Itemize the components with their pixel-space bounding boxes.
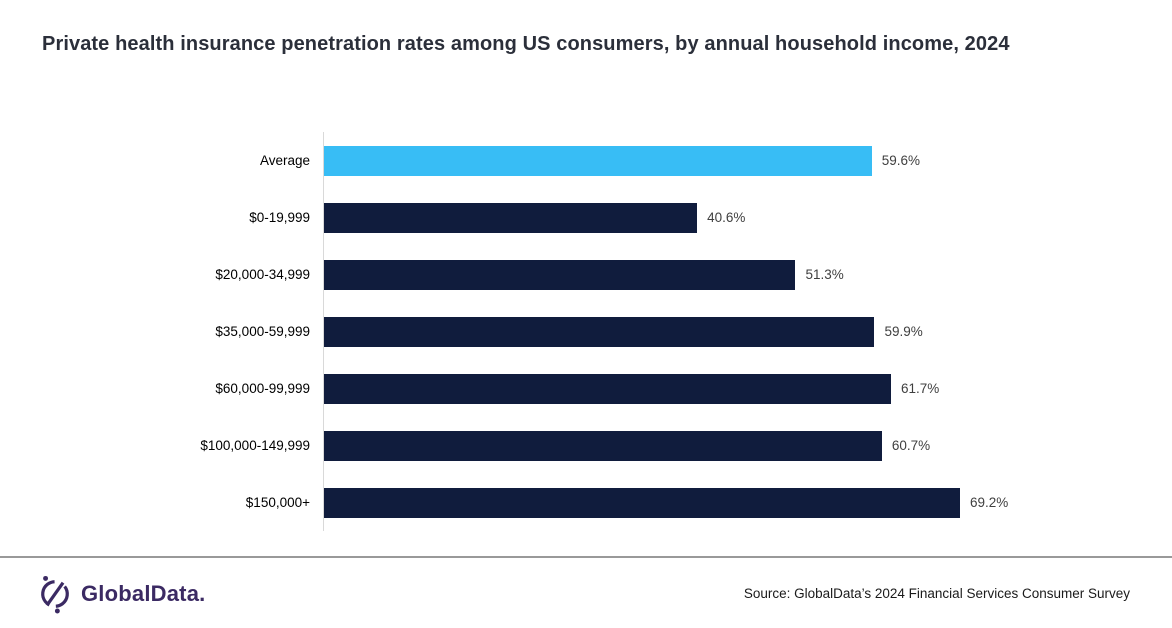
- category-label: Average: [259, 153, 310, 168]
- chart-row: $0-19,999 40.6%: [0, 189, 1172, 246]
- value-label: 60.7%: [891, 438, 931, 453]
- value-label: 51.3%: [805, 267, 844, 282]
- chart-row: $150,000+ 69.2%: [0, 474, 1172, 531]
- category-label: $20,000-34,999: [215, 267, 310, 282]
- bar: [324, 430, 882, 461]
- value-label: 69.2%: [969, 495, 1009, 510]
- source-text: Source: GlobalData’s 2024 Financial Serv…: [743, 586, 1130, 601]
- chart-row: $100,000-149,999 60.7%: [0, 417, 1172, 474]
- footer-divider: [0, 556, 1172, 558]
- category-label: $100,000-149,999: [200, 438, 310, 453]
- category-label: $0-19,999: [249, 210, 310, 225]
- bar: [324, 259, 796, 290]
- value-label: 40.6%: [707, 210, 746, 225]
- bar-track: 69.2%: [323, 474, 1172, 531]
- bar: [324, 487, 960, 518]
- bar-track: 59.6%: [323, 132, 1172, 189]
- bar-track: 60.7%: [323, 417, 1172, 474]
- globaldata-logo-text: GlobalData.: [81, 581, 206, 606]
- bar-chart: Average 59.6% $0-19,999 40.6% $20,000-34,999…: [0, 132, 1172, 531]
- chart-title: Private health insurance penetration rat…: [42, 33, 1010, 55]
- globaldata-logo: GlobalData.: [38, 574, 205, 614]
- category-label: $60,000-99,999: [215, 381, 310, 396]
- bar-track: 59.9%: [323, 303, 1172, 360]
- bar: [324, 373, 892, 404]
- category-label: $35,000-59,999: [215, 324, 310, 339]
- bar-track: 40.6%: [323, 189, 1172, 246]
- value-label: 59.9%: [884, 324, 923, 339]
- bar-track: 61.7%: [323, 360, 1172, 417]
- chart-row: $35,000-59,999 59.9%: [0, 303, 1172, 360]
- bar: [324, 202, 698, 233]
- bar: [324, 316, 875, 347]
- category-label: $150,000+: [245, 495, 310, 510]
- chart-row: $20,000-34,999 51.3%: [0, 246, 1172, 303]
- chart-row: $60,000-99,999 61.7%: [0, 360, 1172, 417]
- value-label: 61.7%: [901, 381, 940, 396]
- bar-track: 51.3%: [323, 246, 1172, 303]
- bar: [324, 145, 872, 176]
- chart-row: Average 59.6%: [0, 132, 1172, 189]
- value-label: 59.6%: [881, 153, 920, 168]
- globaldata-logo-icon: [38, 574, 72, 614]
